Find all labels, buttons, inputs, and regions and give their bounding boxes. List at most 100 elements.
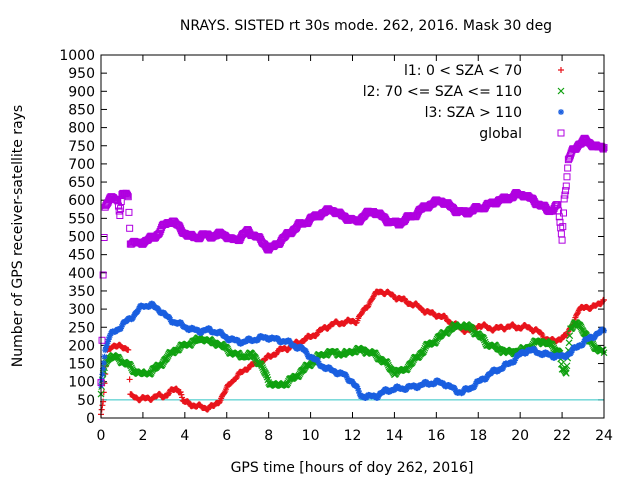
point-1: [258, 362, 266, 370]
point-0: [126, 376, 133, 383]
series-2: [98, 300, 607, 402]
x-tick-label-12: 24: [595, 428, 613, 444]
point-0: [178, 391, 185, 398]
point-2: [344, 374, 351, 381]
point-3: [126, 224, 134, 232]
x-tick-label-1: 2: [138, 428, 147, 444]
y-tick-label-19: 950: [68, 66, 95, 82]
x-tick-label-0: 0: [97, 428, 106, 444]
point-2: [580, 340, 587, 347]
point-2: [103, 342, 110, 349]
point-2: [512, 355, 519, 362]
point-1: [563, 362, 571, 370]
y-tick-label-17: 850: [68, 102, 95, 118]
point-0: [98, 406, 105, 413]
point-3: [99, 271, 107, 279]
point-3: [561, 191, 569, 199]
point-2: [303, 350, 310, 357]
legend: l1: 0 < SZA < 70 l2: 70 <= SZA <= 110 l3: …: [363, 63, 565, 142]
x-tick-label-6: 12: [344, 428, 362, 444]
point-1: [480, 335, 488, 342]
point-2: [355, 387, 362, 394]
y-tick-label-0: 0: [86, 411, 95, 427]
legend-marker-1: [557, 87, 565, 95]
point-2: [472, 381, 479, 388]
point-2: [99, 371, 106, 378]
y-tick-label-15: 750: [68, 139, 95, 155]
point-2: [107, 332, 114, 339]
y-tick-label-16: 800: [68, 121, 95, 137]
point-2: [343, 373, 350, 380]
point-3: [115, 207, 123, 215]
axis-ticks: [100, 54, 605, 419]
point-1: [565, 339, 573, 347]
x-tick-label-7: 14: [386, 428, 404, 444]
y-tick-label-2: 100: [68, 375, 95, 391]
point-2: [354, 383, 361, 390]
point-2: [104, 340, 111, 347]
point-3: [559, 209, 567, 217]
point-2: [118, 323, 125, 330]
y-tick-label-4: 200: [68, 338, 95, 354]
point-3: [557, 230, 565, 238]
point-0: [100, 389, 107, 396]
y-tick-label-8: 400: [68, 266, 95, 282]
point-3: [117, 197, 125, 205]
point-0: [574, 310, 581, 317]
point-2: [500, 364, 507, 371]
legend-marker-0: [558, 67, 564, 73]
point-2: [568, 347, 575, 354]
y-tick-label-5: 250: [68, 320, 95, 336]
legend-label-2: l3: SZA > 110: [425, 105, 522, 121]
point-2: [135, 306, 142, 313]
y-tick-label-10: 500: [68, 230, 95, 246]
x-tick-label-9: 18: [469, 428, 487, 444]
legend-marker-3: [557, 129, 565, 137]
point-2: [568, 349, 575, 356]
data-points: [97, 134, 608, 418]
y-tick-label-18: 900: [68, 84, 95, 100]
point-1: [259, 364, 266, 372]
point-0: [216, 399, 223, 406]
point-1: [384, 360, 391, 367]
y-axis-label: Number of GPS receiver-satellite rays: [10, 105, 26, 367]
point-2: [119, 321, 126, 328]
point-3: [117, 205, 125, 213]
legend-label-1: l2: 70 <= SZA <= 110: [363, 84, 522, 100]
series-3: [97, 134, 608, 387]
y-tick-label-14: 700: [68, 157, 95, 173]
point-2: [102, 344, 109, 351]
point-3: [563, 173, 571, 181]
x-tick-label-10: 20: [511, 428, 529, 444]
point-3: [124, 191, 132, 199]
point-3: [125, 208, 133, 216]
point-3: [100, 233, 108, 241]
x-tick-label-3: 6: [222, 428, 231, 444]
chart-title: NRAYS. SISTED rt 30s mode. 262, 2016. Ma…: [180, 18, 552, 34]
x-tick-label-8: 16: [427, 428, 445, 444]
x-tick-label-2: 4: [180, 428, 189, 444]
legend-marker-2: [558, 109, 564, 115]
point-2: [100, 359, 107, 366]
point-0: [165, 391, 172, 398]
point-2: [511, 357, 518, 364]
point-3: [116, 212, 124, 220]
point-1: [566, 332, 574, 340]
point-2: [167, 316, 174, 323]
y-tick-label-6: 300: [68, 302, 95, 318]
point-0: [233, 375, 240, 382]
point-3: [98, 336, 106, 344]
point-2: [354, 385, 361, 392]
point-0: [125, 346, 132, 353]
point-2: [315, 358, 322, 365]
legend-label-0: l1: 0 < SZA < 70: [404, 63, 522, 79]
y-tick-label-13: 650: [68, 175, 95, 191]
point-2: [105, 336, 112, 343]
point-3: [599, 145, 607, 153]
point-3: [123, 190, 131, 198]
y-tick-label-12: 600: [68, 193, 95, 209]
y-tick-label-1: 50: [77, 393, 95, 409]
x-tick-label-4: 8: [264, 428, 273, 444]
point-3: [564, 164, 572, 172]
